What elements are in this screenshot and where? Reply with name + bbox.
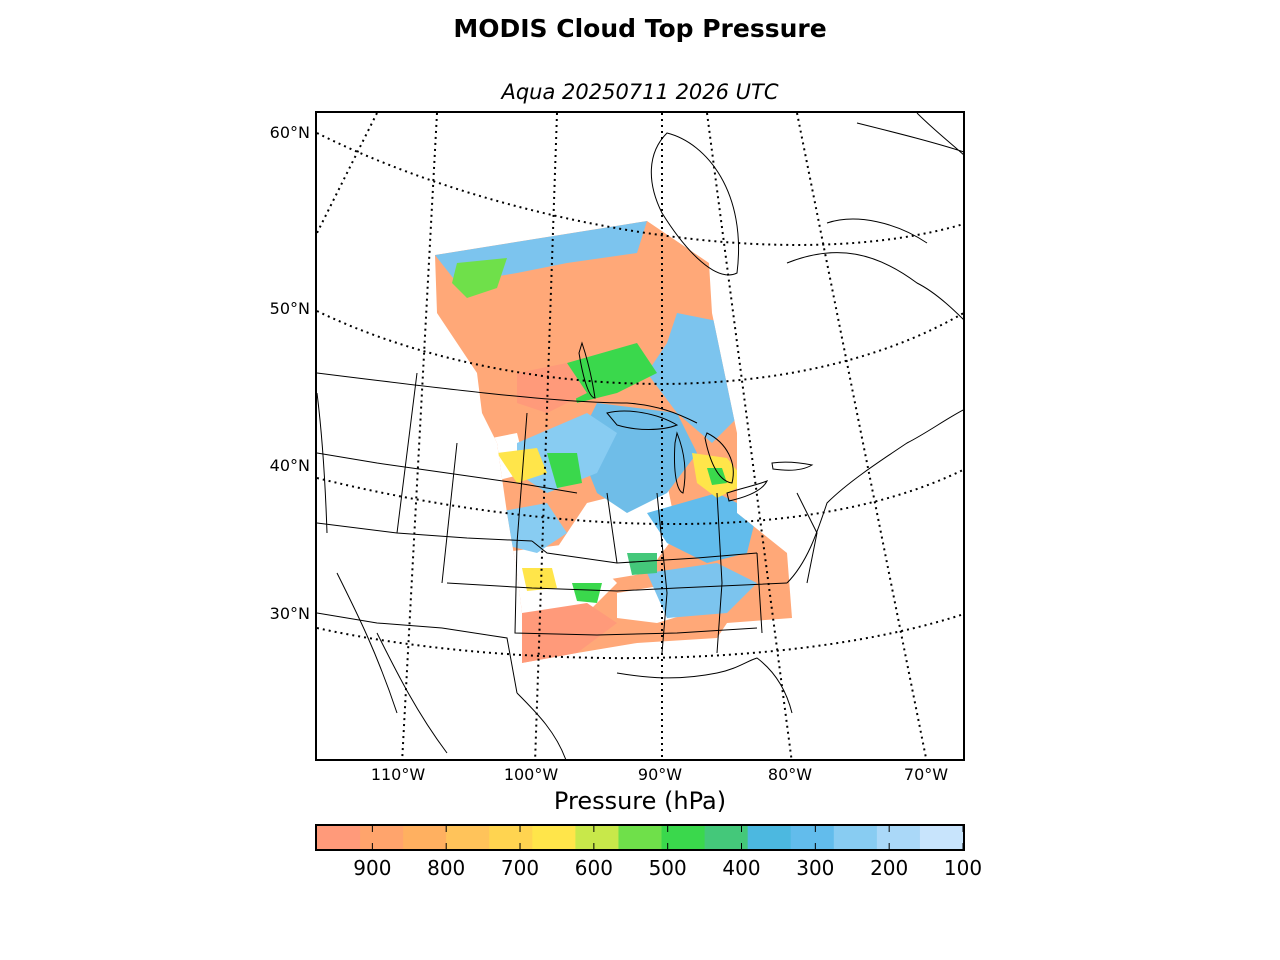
labrador (826, 218, 928, 244)
lat-label-40n: 40°N (269, 456, 310, 475)
low-cloud (522, 603, 617, 663)
colorbar-label: Pressure (hPa) (553, 787, 727, 815)
mid-cloud (707, 468, 727, 485)
colorbar-segment (446, 826, 490, 849)
colorbar-segment (704, 826, 749, 849)
lon-label-100w: 100°W (503, 765, 559, 784)
hudson-bay (650, 132, 739, 276)
parallel-40n (317, 468, 963, 526)
mid-cloud (567, 343, 657, 403)
colorbar-segment (876, 826, 921, 849)
colorbar-tick-label: 500 (648, 856, 687, 880)
figure-subtitle: Aqua 20250711 2026 UTC (501, 80, 779, 104)
gulf-coast (616, 657, 793, 714)
lon-label-80w: 80°W (767, 765, 813, 784)
lake-michigan (674, 431, 686, 494)
mid-cloud (497, 448, 547, 483)
high-cloud (647, 563, 757, 618)
map-panel (315, 111, 965, 761)
lake-winnipeg (578, 341, 596, 399)
colorbar-tick-label: 400 (722, 856, 761, 880)
high-cloud (647, 313, 742, 443)
east-coast (786, 409, 963, 584)
mexico-coast (376, 632, 567, 759)
meridian-80w (706, 113, 793, 759)
colorbar-tick-label: 900 (353, 856, 392, 880)
meridian-70w (796, 113, 928, 759)
colorbar-tick-label: 100 (943, 856, 983, 880)
canada-northeast (786, 252, 963, 320)
colorbar-segment (790, 826, 835, 849)
meridian-100w (534, 113, 558, 759)
colorbar-segment (747, 826, 792, 849)
lake-ontario (771, 461, 814, 471)
lat-label-50n: 50°N (269, 299, 310, 318)
mid-cloud (572, 583, 602, 603)
colorbar-segment (360, 826, 404, 849)
colorbar-segment (403, 826, 447, 849)
west-coast (317, 392, 328, 534)
parallel-60n (317, 132, 963, 246)
colorbar-segment (618, 826, 663, 849)
mid-cloud (547, 453, 582, 488)
lon-label-70w: 70°W (903, 765, 949, 784)
lat-label-60n: 60°N (269, 123, 310, 142)
colorbar-segment (317, 826, 361, 849)
colorbar-segment (833, 826, 878, 849)
colorbar-segment (919, 826, 963, 849)
meridian-120w (317, 113, 378, 234)
lon-label-110w: 110°W (370, 765, 426, 784)
political-boundaries (317, 113, 963, 759)
colorbar-tick-label: 700 (500, 856, 540, 880)
arctic-islands (856, 113, 963, 155)
graticule (317, 113, 963, 759)
colorbar-svg (317, 826, 963, 849)
lake-huron (704, 432, 734, 484)
high-cloud (647, 493, 757, 563)
map-svg (317, 113, 963, 759)
figure-title: MODIS Cloud Top Pressure (453, 14, 827, 43)
mid-cloud (452, 258, 507, 298)
lake-superior (606, 410, 679, 430)
colorbar-tick-label: 300 (796, 856, 835, 880)
lon-label-90w: 90°W (637, 765, 683, 784)
colorbar-segment (575, 826, 620, 849)
colorbar-tick-label: 800 (427, 856, 466, 880)
lat-label-30n: 30°N (269, 604, 310, 623)
mid-cloud (522, 568, 557, 591)
cloud-swath (435, 221, 792, 663)
colorbar-segment (489, 826, 533, 849)
mid-cloud (627, 553, 657, 575)
lake-erie (726, 480, 769, 502)
colorbar-tick-label: 200 (870, 856, 909, 880)
meridian-110w (401, 113, 438, 759)
colorbar-segment (532, 826, 576, 849)
colorbar-segment (661, 826, 706, 849)
colorbar-tick-label: 600 (574, 856, 613, 880)
parallel-30n (317, 613, 963, 660)
baja (336, 572, 398, 714)
colorbar (315, 824, 965, 851)
